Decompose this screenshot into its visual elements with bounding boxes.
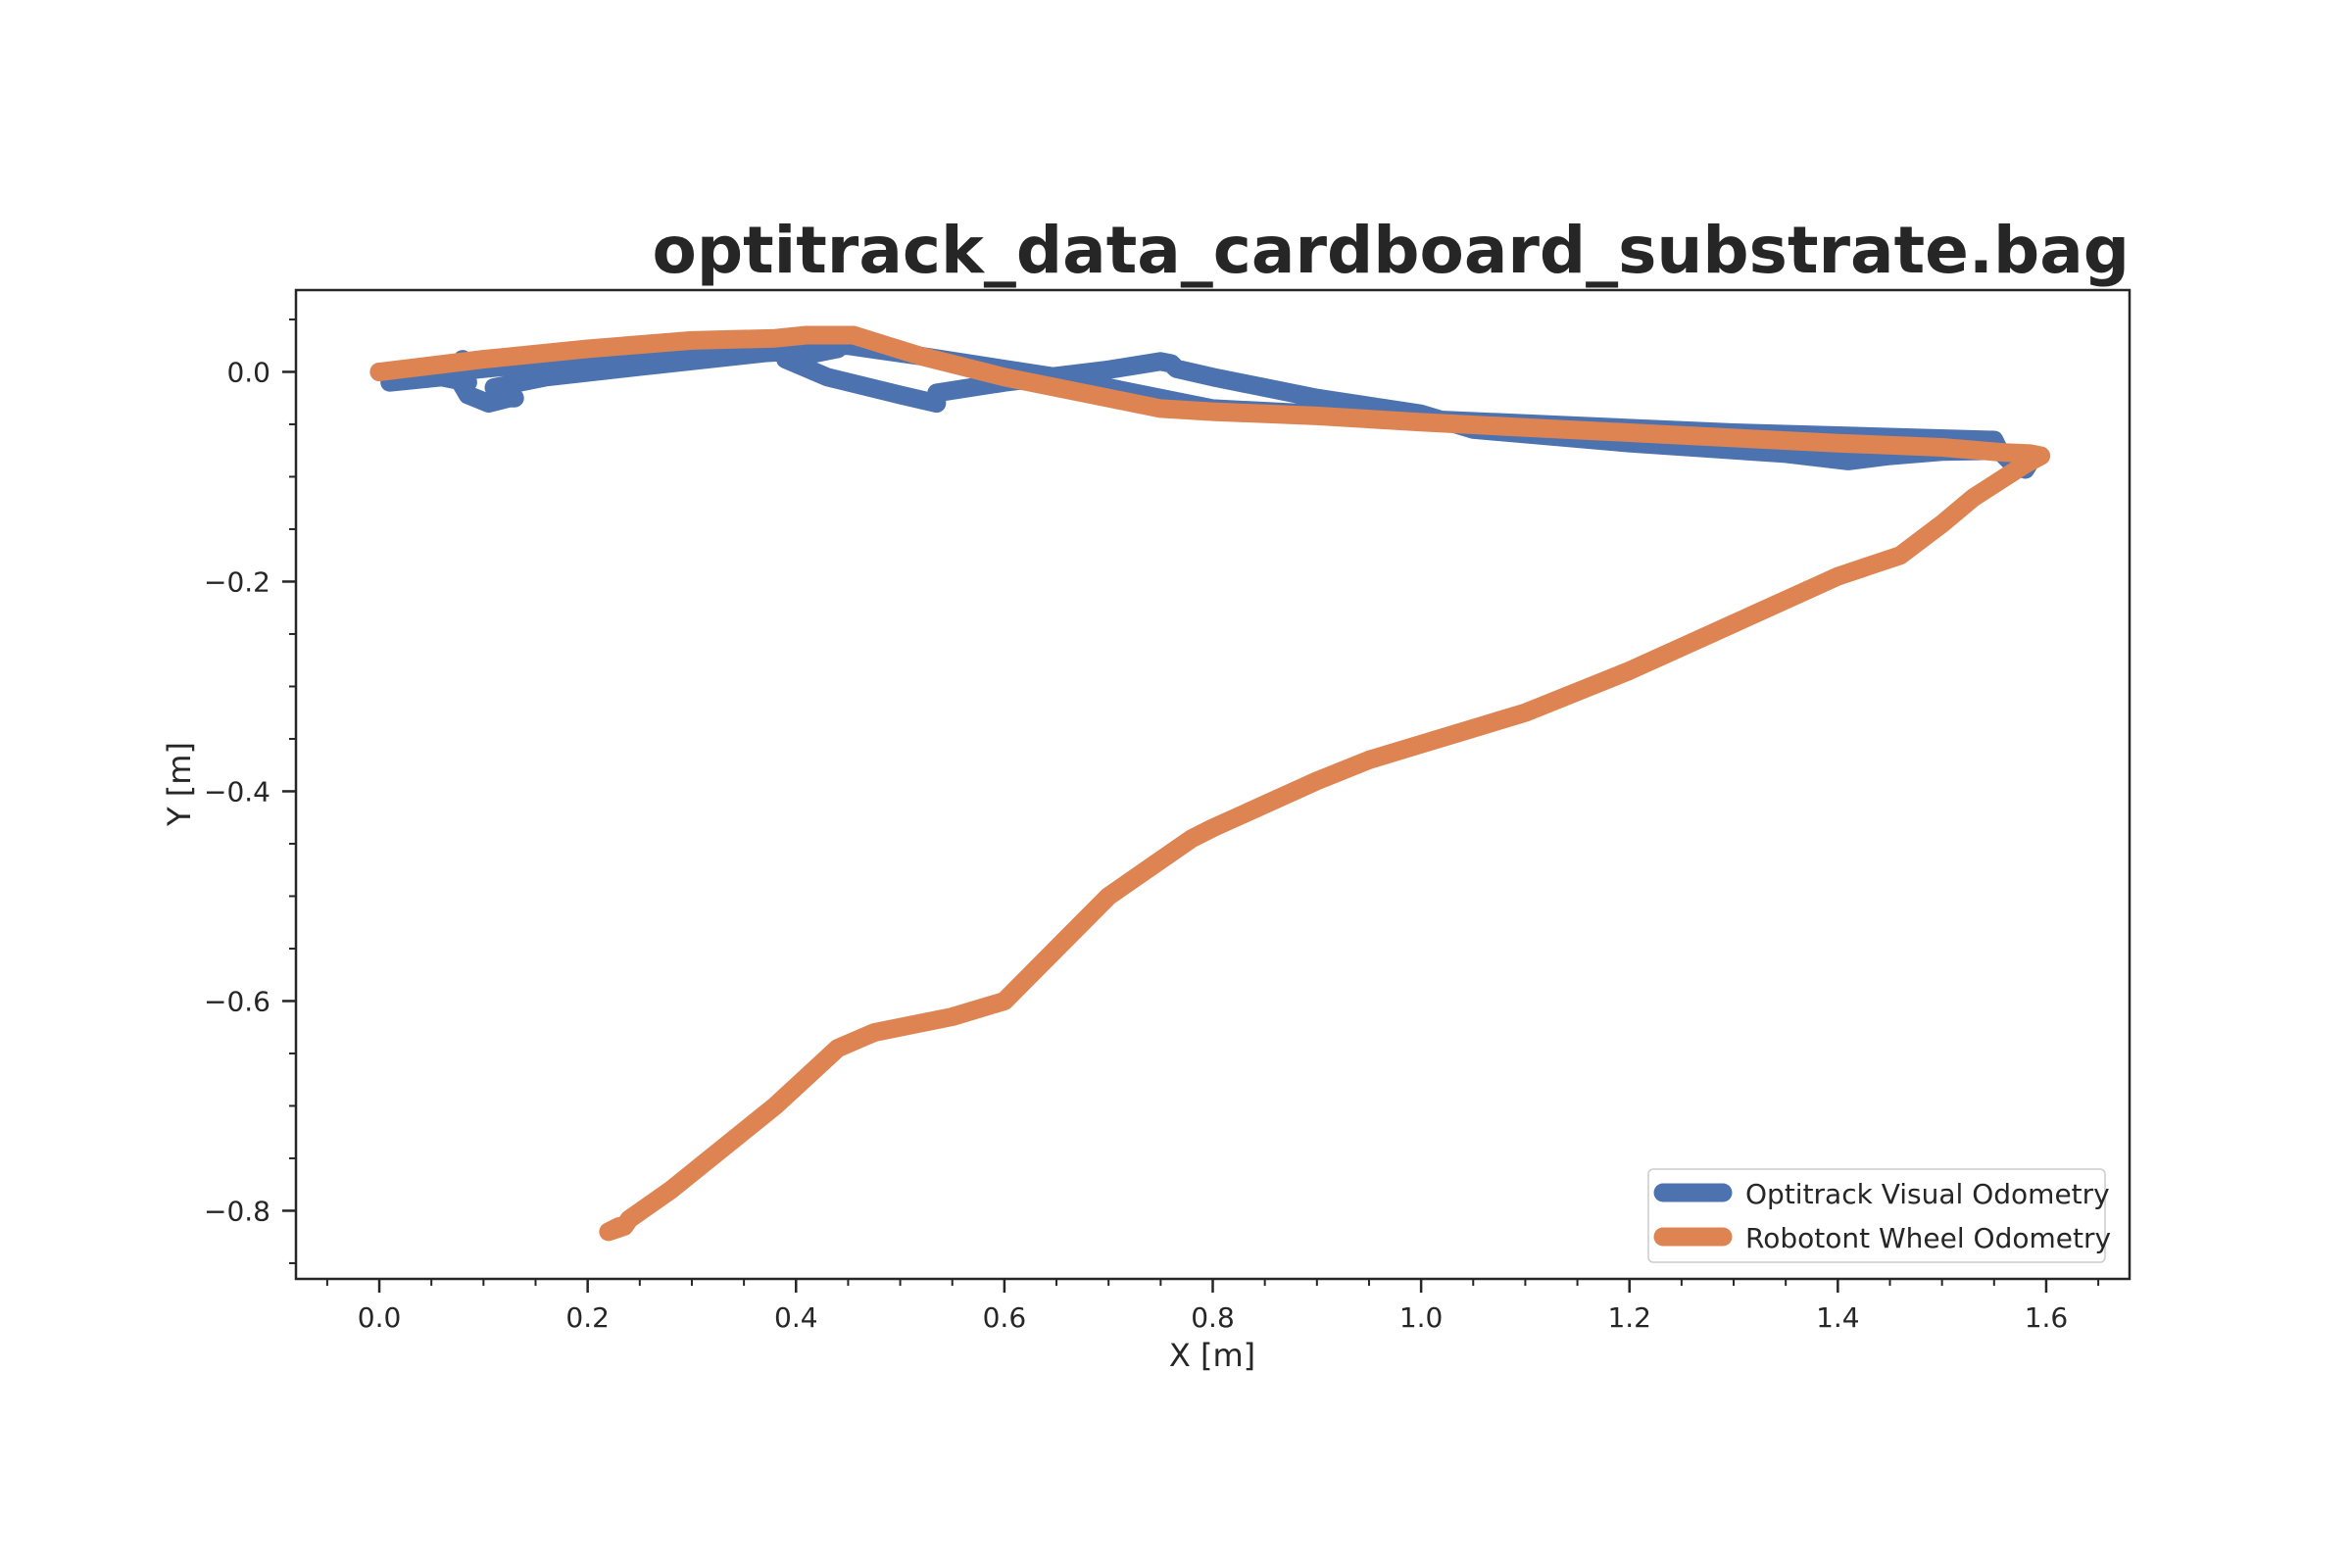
y-tick-label: −0.6 — [204, 985, 270, 1017]
y-axis-label: Y [m] — [161, 742, 198, 827]
legend-frame — [1647, 1168, 2106, 1263]
y-tick-label: −0.2 — [204, 565, 270, 598]
x-tick-label: 0.2 — [565, 1301, 610, 1334]
x-tick-label: 0.4 — [774, 1301, 818, 1334]
legend: Optitrack Visual Odometry Robotont Wheel… — [1647, 1168, 2111, 1263]
legend-label-optitrack: Optitrack Visual Odometry — [1745, 1178, 2110, 1210]
y-tick-label: −0.8 — [204, 1195, 270, 1227]
y-axis: 0.0 −0.2 −0.4 −0.6 −0.8 — [204, 318, 296, 1264]
y-tick-label: −0.4 — [204, 775, 270, 808]
series-line-robotont — [369, 325, 2051, 1242]
x-tick-label: 0.6 — [983, 1301, 1027, 1334]
chart-title: optitrack_data_cardboard_substrate.bag — [653, 213, 2131, 288]
x-tick-label: 0.8 — [1191, 1301, 1235, 1334]
x-tick-label: 1.6 — [2025, 1301, 2069, 1334]
x-tick-label: 1.4 — [1816, 1301, 1860, 1334]
legend-label-robotont: Robotont Wheel Odometry — [1745, 1222, 2111, 1254]
x-tick-label: 1.0 — [1399, 1301, 1444, 1334]
x-axis: 0.0 0.2 0.4 0.6 0.8 1.0 1.2 1.4 1.6 — [325, 1279, 2100, 1334]
x-axis-label: X [m] — [1169, 1337, 1255, 1374]
x-tick-label: 0.0 — [358, 1301, 402, 1334]
series-layer — [369, 325, 2051, 1242]
x-tick-label: 1.2 — [1607, 1301, 1651, 1334]
y-tick-label: 0.0 — [226, 356, 270, 388]
